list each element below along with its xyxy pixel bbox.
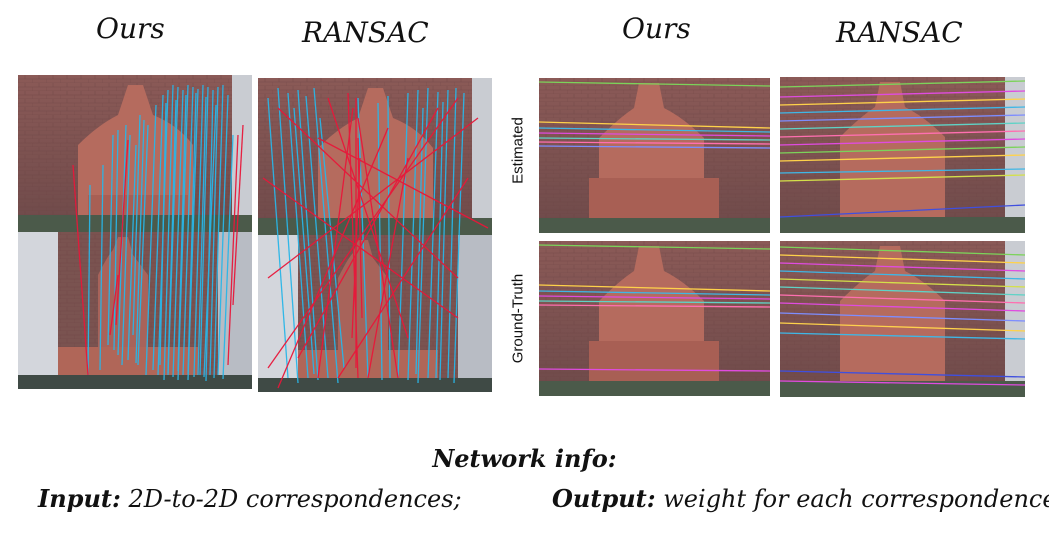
output-label: Output: [552, 484, 656, 513]
title-left-ours: Ours [96, 12, 165, 45]
network-info-title: Network info: [432, 444, 617, 473]
title-left-ransac: RANSAC [302, 16, 429, 49]
ransac-match-lines [262, 87, 489, 389]
row-label-estimated: Estimated [509, 117, 527, 184]
output-text: weight for each correspondence. [663, 485, 1049, 513]
input-description: Input: 2D-to-2D correspondences; [38, 484, 462, 513]
ransac-ground-truth-epipolar-image [780, 241, 1025, 397]
ransac-matching-image [258, 78, 492, 392]
ours-estimated-epipolar-image [539, 78, 770, 233]
input-label: Input: [38, 484, 121, 513]
ours-ground-truth-epipolar-image [539, 241, 770, 396]
title-right-ours: Ours [622, 12, 691, 45]
title-right-ransac: RANSAC [836, 16, 963, 49]
row-label-ground-truth: Ground-Truth [509, 273, 527, 364]
ours-matching-image [18, 75, 252, 389]
ransac-estimated-epipolar-image [780, 77, 1025, 233]
ours-match-lines [72, 84, 244, 382]
input-text: 2D-to-2D correspondences; [128, 485, 462, 513]
output-description: Output: weight for each correspondence. [552, 484, 1049, 513]
